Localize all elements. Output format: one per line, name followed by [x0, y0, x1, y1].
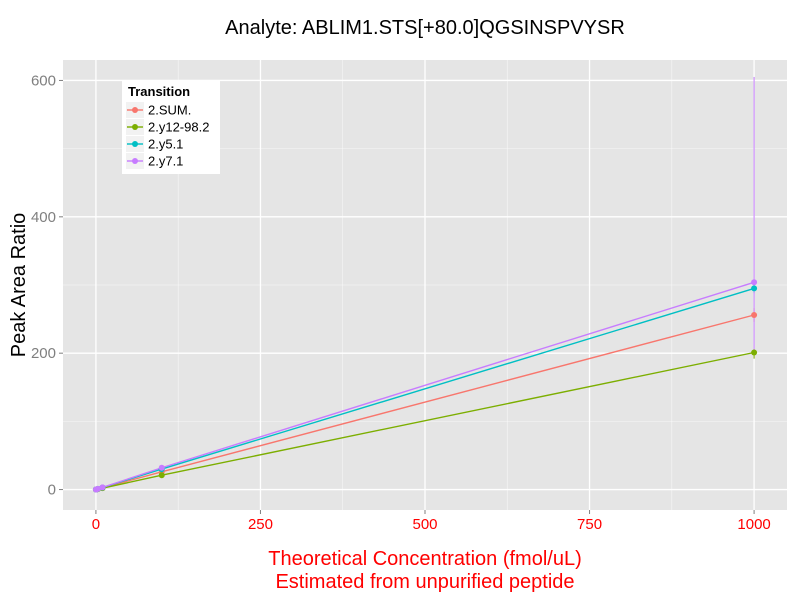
data-point-2-y12-98-2	[158, 472, 165, 479]
point-layer	[92, 279, 758, 493]
legend-label: 2.y7.1	[148, 154, 183, 169]
legend-item: 2.y7.1	[126, 153, 183, 169]
legend-item: 2.y5.1	[126, 136, 183, 152]
legend-key-point	[132, 124, 138, 130]
legend-label: 2.y12-98.2	[148, 120, 209, 135]
data-point-2-sum	[751, 312, 758, 318]
legend-label: 2.SUM.	[148, 103, 191, 118]
data-point-2-y7-1	[94, 485, 101, 492]
data-point-2-y12-98-2	[751, 349, 758, 356]
x-axis-ticks: 0 250 500 750 1000	[92, 510, 771, 533]
legend-item: 2.y12-98.2	[126, 119, 209, 135]
data-point-2-y7-1	[158, 464, 165, 471]
legend-label: 2.y5.1	[148, 137, 183, 152]
data-point-2-y5-1	[751, 285, 758, 292]
y-tick-label: 200	[31, 345, 56, 362]
y-axis-label: Peak Area Ratio	[8, 213, 30, 358]
legend-item: 2.SUM.	[126, 102, 191, 118]
x-tick-label: 500	[412, 516, 437, 533]
legend-key-point	[132, 158, 138, 164]
legend-key-point	[132, 141, 138, 147]
y-tick-label: 0	[48, 482, 56, 499]
y-tick-label: 600	[31, 72, 56, 89]
x-tick-label: 0	[92, 516, 100, 533]
x-axis-sublabel: Estimated from unpurified peptide	[275, 571, 574, 593]
y-tick-label: 400	[31, 209, 56, 226]
legend: Transition 2.SUM. 2.y12-98.2 2.y5.1 2.y7.1	[122, 80, 220, 174]
x-axis-label: Theoretical Concentration (fmol/uL)	[268, 548, 581, 570]
x-tick-label: 1000	[737, 516, 770, 533]
x-tick-label: 750	[577, 516, 602, 533]
legend-items: 2.SUM. 2.y12-98.2 2.y5.1 2.y7.1	[126, 102, 209, 169]
legend-title: Transition	[128, 84, 190, 99]
legend-key-point	[132, 107, 138, 113]
data-point-2-y7-1	[751, 279, 758, 286]
y-axis-ticks: 0 200 400 600	[31, 72, 63, 499]
data-point-2-y7-1	[99, 484, 106, 491]
chart-title: Analyte: ABLIM1.STS[+80.0]QGSINSPVYSR	[225, 17, 625, 39]
x-tick-label: 250	[248, 516, 273, 533]
